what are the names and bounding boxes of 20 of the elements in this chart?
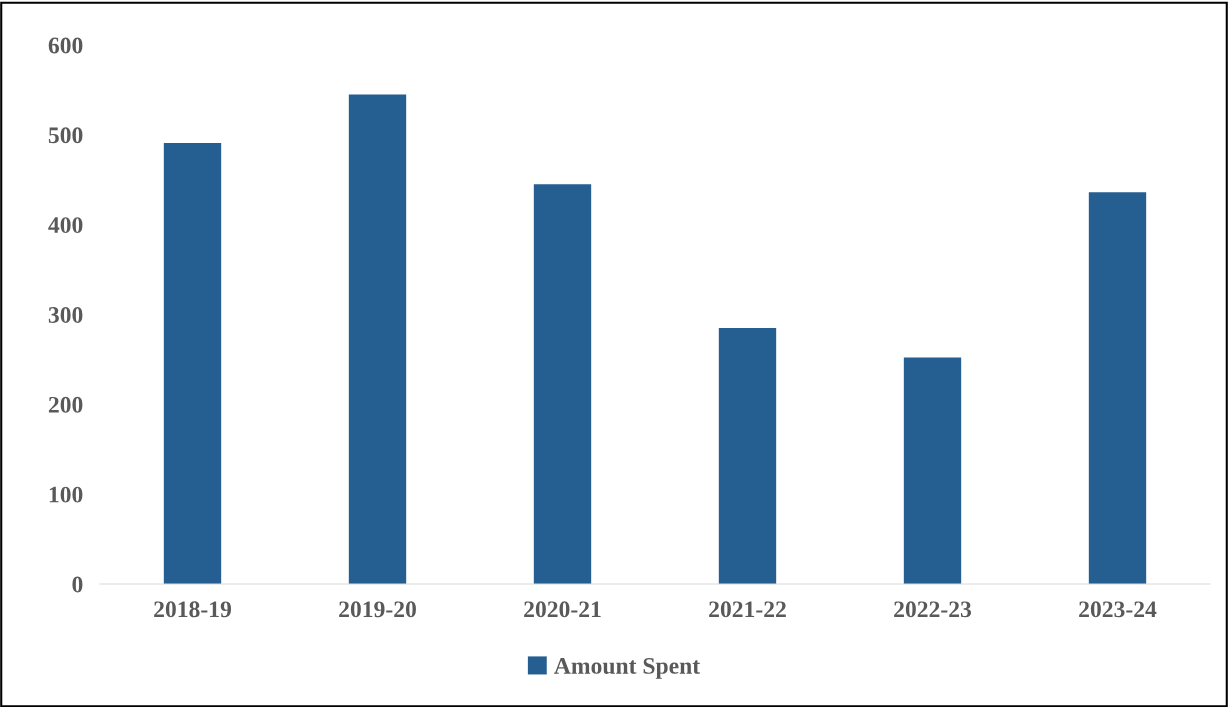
x-tick-label: 2022-23 xyxy=(894,601,972,618)
y-tick-label: 600 xyxy=(48,37,83,54)
y-tick-label: 0 xyxy=(72,576,83,593)
bar xyxy=(533,184,592,584)
bar xyxy=(903,357,962,584)
x-tick-label: 2020-21 xyxy=(524,601,601,618)
y-tick-label: 100 xyxy=(49,486,83,503)
y-tick-label: 200 xyxy=(48,396,83,413)
x-tick-label: 2018-19 xyxy=(154,601,231,618)
bar xyxy=(718,327,777,584)
y-tick-label: 500 xyxy=(48,127,83,144)
bar xyxy=(348,94,407,584)
legend-label: Amount Spent xyxy=(554,658,701,679)
x-tick-label: 2019-20 xyxy=(339,601,416,618)
y-tick-label: 300 xyxy=(48,306,83,323)
bar xyxy=(163,142,222,584)
x-tick-label: 2021-22 xyxy=(709,601,786,618)
bar xyxy=(1088,192,1147,584)
y-tick-label: 400 xyxy=(48,217,83,234)
x-tick-label: 2023-24 xyxy=(1079,601,1157,618)
